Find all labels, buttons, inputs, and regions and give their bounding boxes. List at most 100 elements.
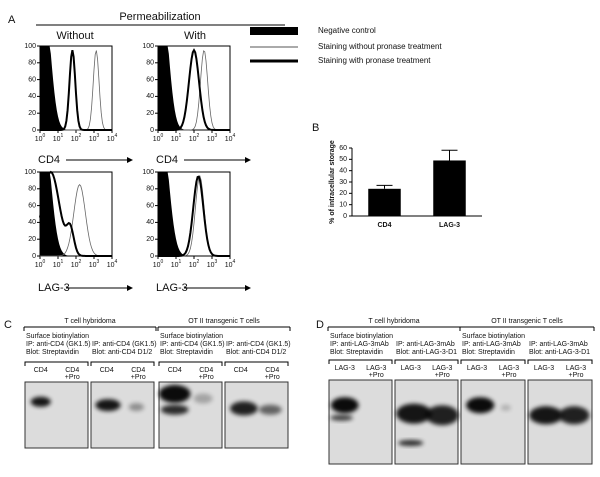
lane-label: LAG-3 [432,365,452,372]
bar [433,160,466,216]
blot-band [159,384,191,403]
tick-exp: 0 [43,259,46,265]
lane-bracket [394,359,459,364]
panel-letter: B [312,122,319,134]
tick-base: 10 [153,262,161,269]
x-tick-label: 101 [171,133,182,143]
y-tick-label: 40 [28,93,36,100]
tick-base: 10 [35,136,43,143]
blot-band [230,401,258,416]
tick-exp: 1 [61,259,64,265]
x-tick-label: 104 [107,259,118,269]
y-tick-label: 20 [146,110,154,117]
y-tick-label: 0 [343,213,347,220]
blot-image [224,381,289,449]
y-tick-label: 80 [28,60,36,67]
blot-band [193,393,213,404]
negative-control-histogram [40,46,112,130]
y-tick-label: 20 [28,110,36,117]
lane-label: LAG-3 [534,365,554,372]
blot-label: Blot: Streptavidin [462,349,515,356]
negative-control-histogram [158,46,230,130]
tick-exp: 0 [161,259,164,265]
y-tick-label: 60 [28,202,36,209]
tick-exp: 3 [97,133,100,139]
lane-label: CD4 [168,367,182,374]
x-tick-label: LAG-3 [439,222,460,229]
blot-band [500,404,511,411]
tick-base: 10 [189,136,197,143]
lane-bracket [158,361,223,366]
group-title: T cell hybridoma [368,318,419,325]
blot-image [24,381,89,449]
y-tick-label: 100 [142,169,154,176]
panel-letter: D [316,319,324,331]
x-tick-label: 100 [153,133,164,143]
tick-exp: 3 [97,259,100,265]
x-tick-label: 103 [207,259,218,269]
tick-exp: 3 [215,133,218,139]
tick-exp: 4 [233,133,236,139]
blot-background [24,381,89,449]
lane-label: +Pro [131,374,146,381]
tick-exp: 4 [233,259,236,265]
legend-label: Staining with pronase treatment [318,56,431,65]
y-axis-label: % of intracellular storage [329,140,336,224]
method-label: Surface biotinylation [462,333,525,340]
blot-background [90,381,155,449]
blot-background [224,381,289,449]
tick-base: 10 [171,262,179,269]
y-tick-label: 40 [339,168,347,175]
tick-base: 10 [89,262,97,269]
pronase-histogram [158,48,230,131]
x-tick-label: 102 [189,259,200,269]
blot-band [425,405,459,426]
lane-label: CD4 [265,367,279,374]
lane-label: CD4 [34,367,48,374]
blot-image [460,379,526,465]
y-tick-label: 80 [28,186,36,193]
pronase-histogram [158,175,230,257]
blot-band [160,404,189,415]
ip-label: IP: anti-CD4 (GK1.5) [160,341,225,348]
y-tick-label: 0 [32,127,36,134]
y-tick-label: 10 [339,202,347,209]
blot-image [328,379,393,465]
blot-band [330,414,353,421]
y-tick-label: 60 [28,76,36,83]
x-tick-label: 100 [153,259,164,269]
ip-label: IP: anti-LAG-3mAb [330,341,389,348]
group-title: OT II transgenic T cells [491,318,563,325]
y-tick-label: 50 [339,156,347,163]
blot-label: Blot: anti-LAG-3-D1 [529,349,590,356]
x-tick-label: 101 [53,259,64,269]
pronase-histogram [40,50,112,131]
blot-label: Blot: anti-LAG-3-D1 [396,349,457,356]
x-tick-label: 104 [225,133,236,143]
axis-label: LAG-3 [38,282,70,294]
blot-image [394,379,459,465]
y-tick-label: 100 [24,169,36,176]
lane-label: CD4 [234,367,248,374]
lane-label: CD4 [100,367,114,374]
blot-image [158,381,223,449]
tick-base: 10 [207,262,215,269]
tick-exp: 1 [179,259,182,265]
blot-band [466,397,495,414]
tick-base: 10 [35,262,43,269]
ip-label: IP: anti-CD4 (GK1.5) [92,341,157,348]
lane-label: CD4 [131,367,145,374]
y-tick-label: 20 [339,190,347,197]
lane-bracket [224,361,289,366]
x-tick-label: 101 [171,259,182,269]
lane-label: LAG-3 [566,365,586,372]
y-tick-label: 80 [146,60,154,67]
pronase-histogram [39,170,112,257]
tick-exp: 4 [115,133,118,139]
tick-base: 10 [71,262,79,269]
y-tick-label: 60 [146,76,154,83]
blot-background [460,379,526,465]
tick-exp: 1 [61,133,64,139]
x-tick-label: 103 [207,133,218,143]
